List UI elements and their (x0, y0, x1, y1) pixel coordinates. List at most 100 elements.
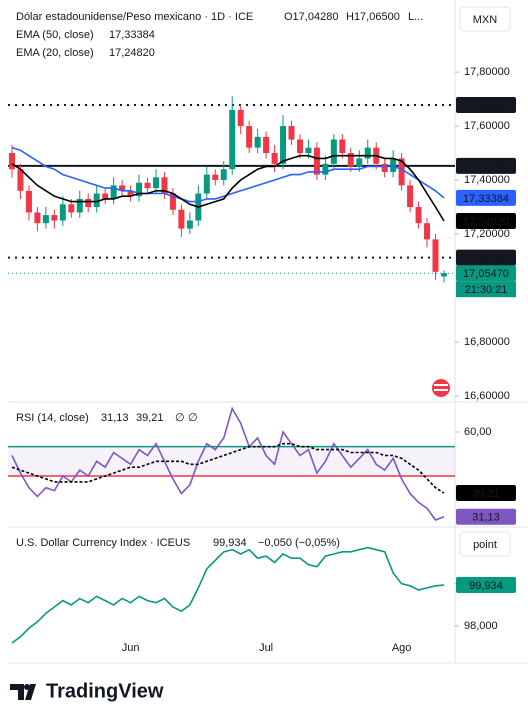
price-badge (456, 157, 516, 174)
price-badge (456, 508, 516, 525)
candle-body (280, 126, 287, 164)
unit-label: point (473, 539, 497, 551)
y-tick-label: 16,80000 (464, 336, 510, 348)
price-badge (456, 577, 516, 594)
price-badge-label: 17,05470 (463, 268, 509, 280)
legend-value: 99,934 (213, 537, 247, 549)
flag-icon[interactable] (432, 379, 450, 397)
candle-body (432, 239, 439, 272)
candle-body (246, 126, 253, 148)
ohlc-label: O17,04280 (284, 11, 338, 23)
legend-value: 17,33384 (109, 29, 155, 41)
candle-body (364, 147, 371, 159)
currency-box (459, 6, 511, 32)
series-line (11, 546, 445, 644)
brand: TradingView (46, 680, 164, 702)
candle-body (127, 190, 134, 197)
price-badge (456, 189, 516, 206)
countdown-label: 21:30:21 (465, 284, 508, 296)
y-tick-label: 98,000 (464, 620, 498, 632)
candle-body (85, 198, 92, 208)
pane-title: U.S. Dollar Currency Index · ICEUS (16, 537, 190, 549)
candle-body (347, 153, 354, 167)
price-badge-label: 17,67800 (463, 100, 509, 112)
candle-body (212, 174, 219, 181)
candle-body (254, 136, 261, 148)
price-badge-label: 99,934 (469, 580, 503, 592)
candle-body (119, 185, 126, 191)
legend-value: 39,21 (136, 412, 164, 424)
y-tick-label: 17,80000 (464, 66, 510, 78)
price-badge (456, 212, 516, 229)
legend-name: EMA (50, close) (16, 29, 94, 41)
flag-stripe (434, 384, 448, 386)
legend-value: 17,24820 (109, 47, 155, 59)
candle-body (339, 139, 346, 154)
price-badge-label: 39,21 (472, 488, 500, 500)
pane-title: RSI (14, close) (16, 412, 89, 424)
candle-body (305, 147, 312, 154)
candle-body (102, 193, 109, 199)
price-badge-label: 17,24820 (463, 216, 509, 228)
candle-body (398, 158, 405, 186)
y-tick-label: 17,20000 (464, 228, 510, 240)
ohlc-label: H17,06500 (346, 11, 400, 23)
candle-body (136, 182, 143, 197)
candle-body (169, 193, 176, 210)
candle-body (76, 198, 83, 213)
candle-body (17, 169, 24, 191)
flag-stripe (434, 389, 448, 391)
series-line (11, 154, 445, 222)
candle-body (237, 109, 244, 127)
candle-body (322, 163, 329, 175)
flag-circle[interactable] (432, 379, 450, 397)
logo-dot (24, 684, 30, 690)
candle-body (51, 215, 58, 221)
legend-change: −0,050 (−0,05%) (258, 537, 340, 549)
candle-body (9, 153, 15, 170)
candle-body (330, 139, 337, 164)
candle-body (356, 158, 363, 167)
candle-body (186, 220, 193, 229)
candle-body (390, 158, 397, 172)
candle-body (25, 190, 32, 213)
band-fill (8, 446, 455, 477)
candle-body (152, 177, 159, 189)
ohlc-label: L... (408, 11, 423, 23)
price-badge (456, 484, 516, 501)
candle-body (161, 177, 168, 194)
legend-value: 31,13 (101, 412, 129, 424)
candle-body (313, 147, 320, 175)
candle-body (68, 204, 75, 213)
candle-body (178, 209, 185, 229)
candle-body (440, 273, 447, 277)
x-tick-label: Ago (392, 642, 412, 654)
price-badge (456, 96, 516, 113)
candle-body (220, 169, 227, 181)
candle-body (93, 193, 100, 208)
candle-body (415, 207, 422, 224)
candle-body (296, 139, 303, 154)
price-badge-label: 17,11260 (463, 253, 508, 265)
series-line (11, 406, 445, 521)
candle-body (424, 223, 431, 240)
price-badge (456, 265, 516, 282)
candle-body (288, 126, 295, 140)
chart-title: Dólar estadounidense/Peso mexicano · 1D … (16, 11, 253, 23)
x-tick-label: Jul (259, 642, 273, 654)
candle-body (34, 212, 41, 224)
price-badge-label: 17,33384 (463, 193, 509, 205)
candle-body (263, 136, 270, 154)
candle-body (229, 109, 236, 170)
candle-body (407, 185, 414, 208)
candle-body (110, 185, 117, 199)
candle-body (381, 163, 388, 172)
candle-body (271, 153, 278, 164)
logo[interactable]: TradingView (10, 680, 164, 702)
series-line (11, 442, 445, 494)
price-badge (456, 249, 516, 266)
legend-name: EMA (20, close) (16, 47, 94, 59)
currency-label: MXN (473, 14, 498, 26)
